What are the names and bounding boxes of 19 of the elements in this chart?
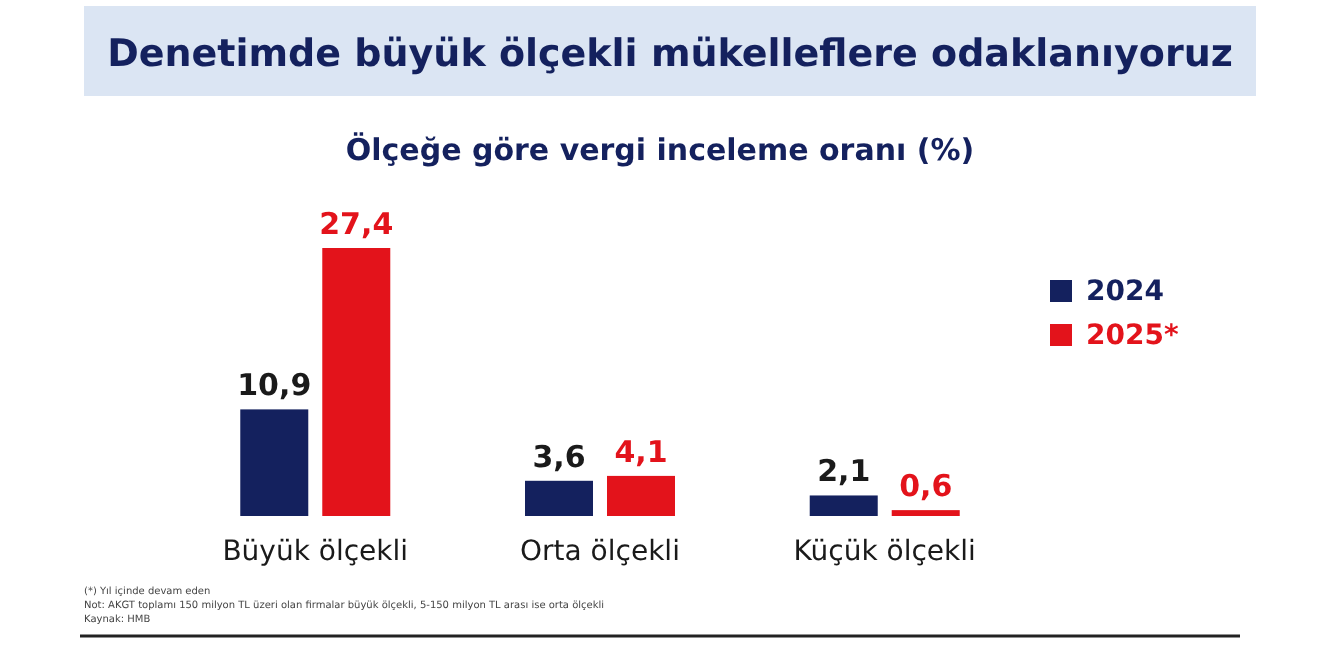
data-label: 27,4	[319, 206, 394, 242]
data-label: 4,1	[614, 433, 668, 470]
data-label: 0,6	[899, 468, 953, 505]
x-tick-label: Orta ölçekli	[520, 536, 680, 568]
bar	[322, 248, 391, 516]
legend-label: 2024	[1086, 276, 1165, 308]
bar	[891, 510, 960, 516]
data-label: 10,9	[237, 367, 312, 404]
x-tick-label: Büyük ölçekli	[222, 536, 409, 568]
chart-title: Denetimde büyük ölçekli mükelleflere odaklanıyoruz	[107, 32, 1233, 76]
x-tick-label: Küçük ölçekli	[793, 536, 976, 568]
bar	[525, 480, 593, 516]
data-label: 3,6	[532, 438, 586, 475]
legend-label: 2025*	[1086, 320, 1180, 352]
chart-subtitle: Ölçeğe göre vergi inceleme oranı (%)	[345, 132, 975, 168]
bar	[809, 495, 878, 516]
data-label: 2,1	[817, 453, 871, 490]
bar	[607, 475, 675, 516]
bar	[240, 409, 309, 516]
